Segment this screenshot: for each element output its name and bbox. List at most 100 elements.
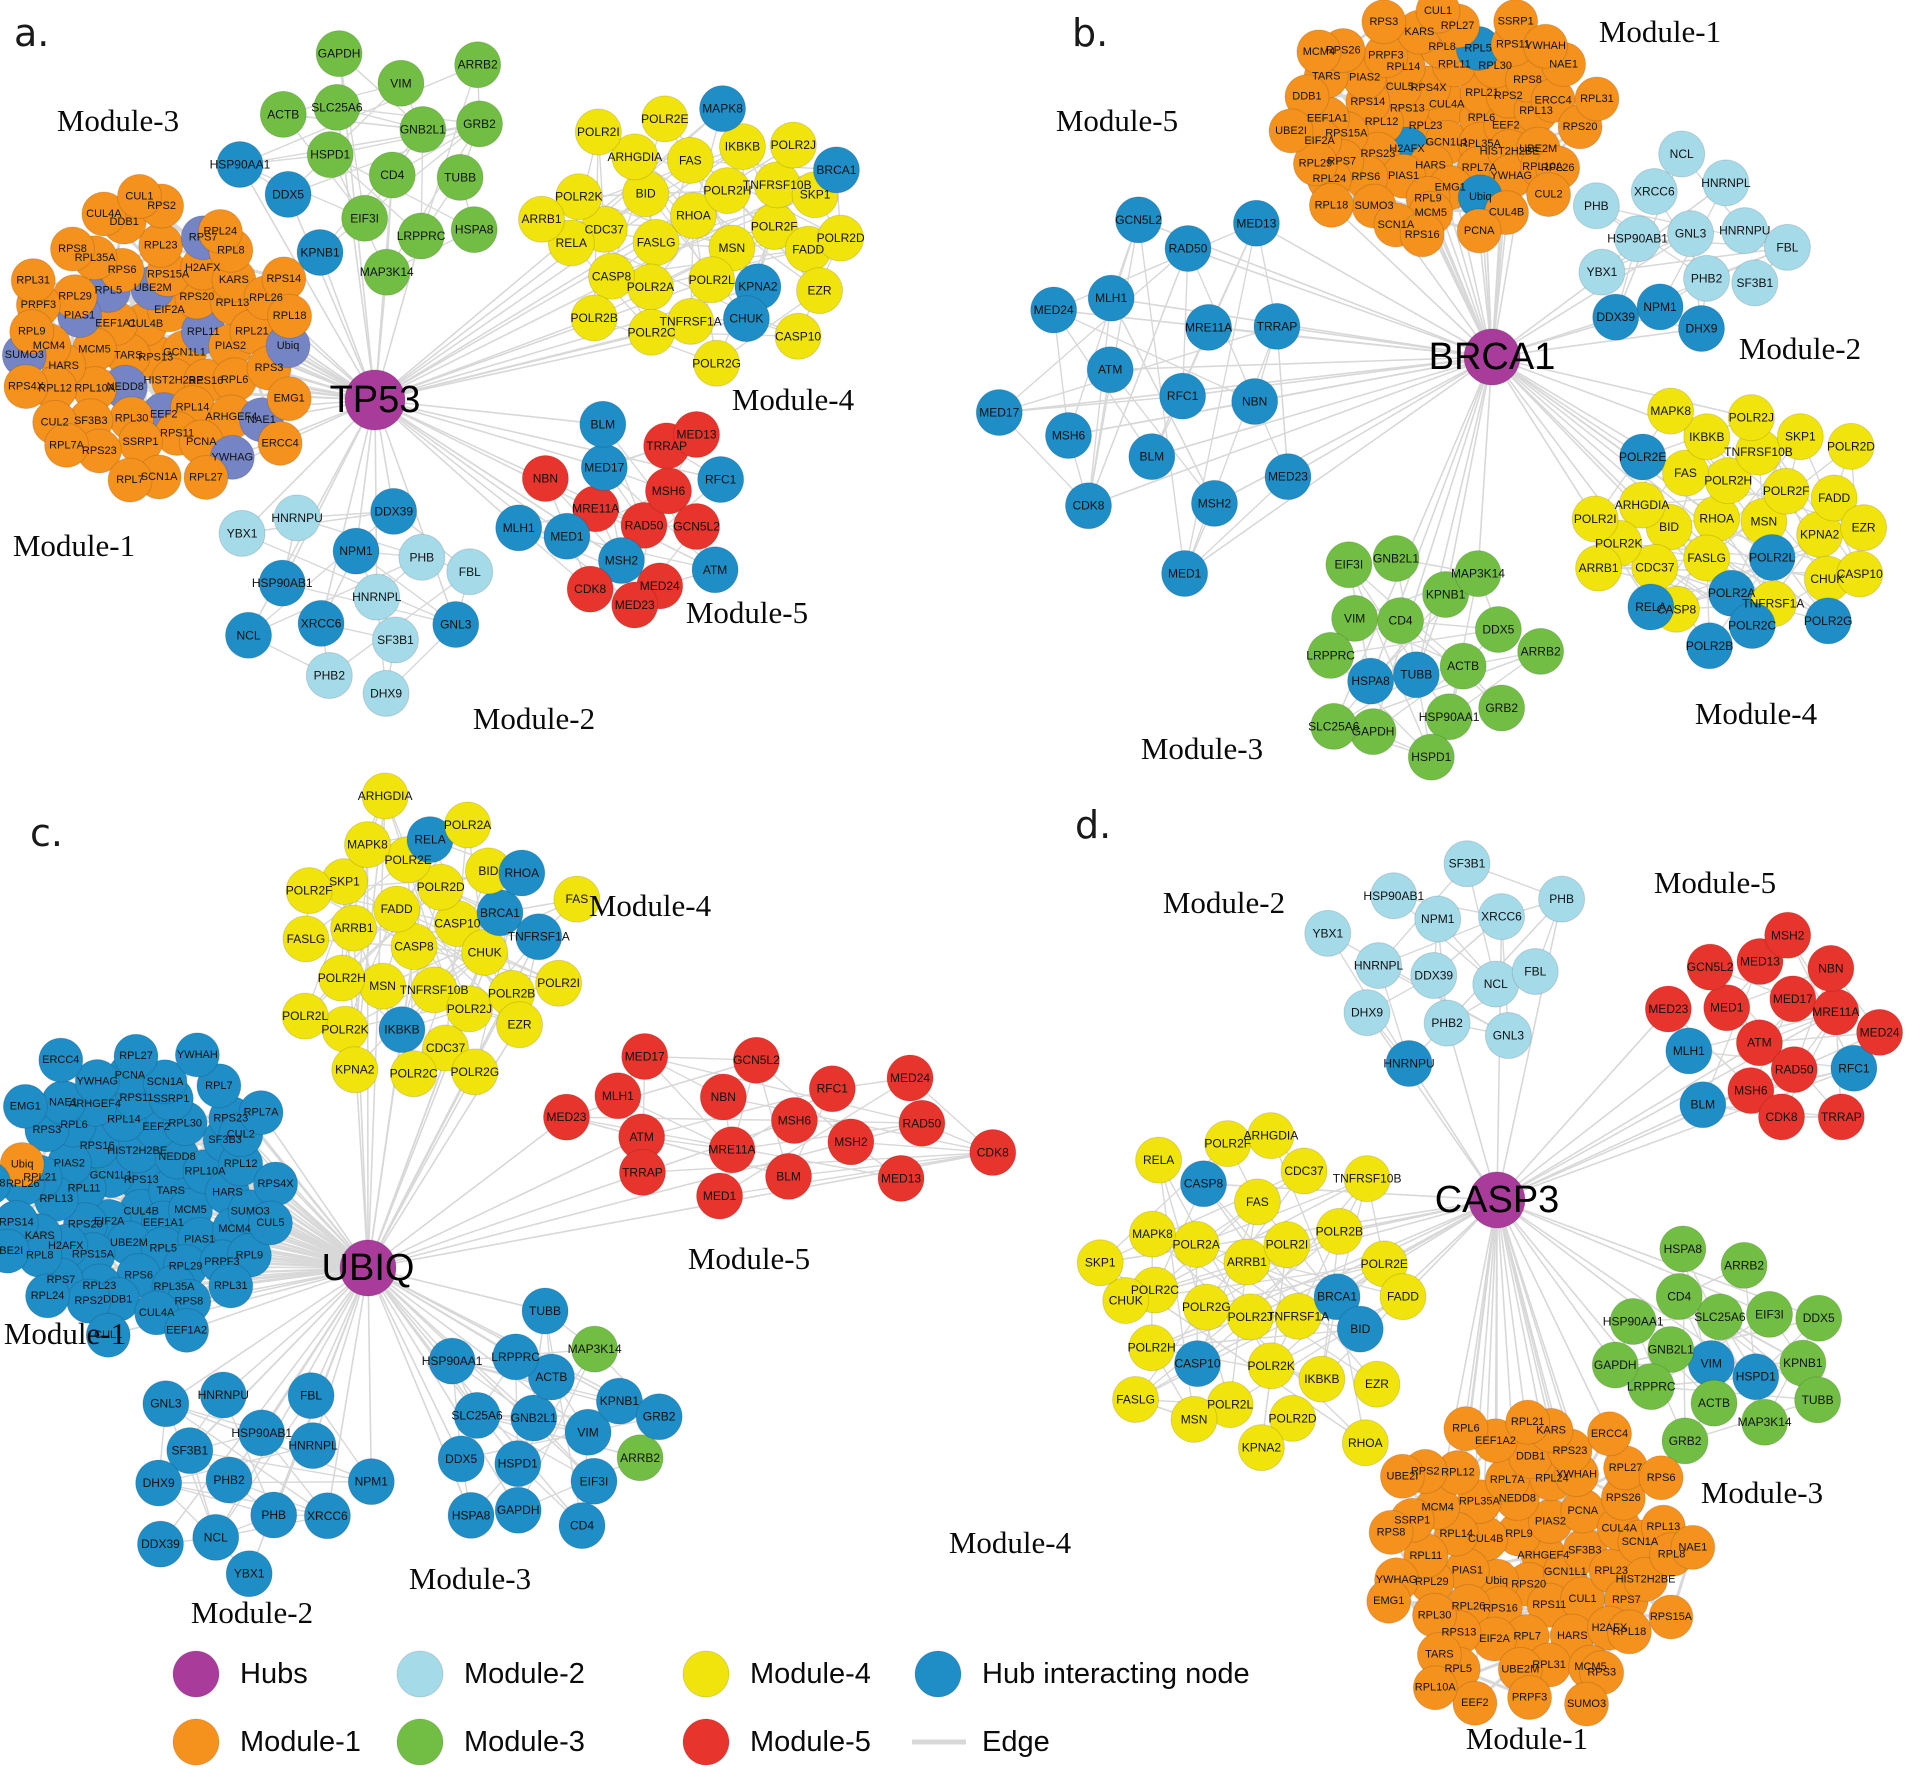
legend-label-module-3: Module-3 xyxy=(464,1726,585,1758)
node-label-MED17: MED17 xyxy=(979,406,1019,420)
node-label-RFC1: RFC1 xyxy=(817,1082,849,1096)
node-label-POLR2K: POLR2K xyxy=(555,190,602,204)
hub-edge xyxy=(1088,356,1493,507)
node-MAPK8 xyxy=(343,821,391,869)
node-MAPK8 xyxy=(1647,387,1695,435)
edge xyxy=(1276,326,1289,477)
node-label-EIF2A: EIF2A xyxy=(1479,1633,1510,1645)
node-MED13 xyxy=(673,411,721,459)
node-DHX9 xyxy=(362,669,410,717)
node-label-DDB1: DDB1 xyxy=(1292,91,1321,103)
node-label-RPL9: RPL9 xyxy=(18,326,46,338)
node-label-DDX39: DDX39 xyxy=(374,504,413,518)
node-VIM xyxy=(564,1408,612,1456)
node-label-ARHGEF4: ARHGEF4 xyxy=(1517,1550,1569,1562)
node-label-ERCC4: ERCC4 xyxy=(42,1054,79,1066)
node-YWHAH xyxy=(174,1032,220,1078)
hub-edge xyxy=(1125,1199,1498,1302)
edge xyxy=(1183,326,1278,574)
node-NBN xyxy=(699,1073,747,1121)
node-label-SSRP1: SSRP1 xyxy=(122,436,158,448)
node-label-RPL9: RPL9 xyxy=(1414,192,1442,204)
node-label-RPS2: RPS2 xyxy=(1494,90,1523,102)
node-ARRB2 xyxy=(1720,1241,1768,1289)
node-KPNB1 xyxy=(296,228,344,276)
node-label-SUMO3: SUMO3 xyxy=(1567,1698,1606,1710)
node-label-POLR2A: POLR2A xyxy=(627,280,674,294)
node-FAS xyxy=(1662,449,1710,497)
node-label-CUL4A: CUL4A xyxy=(1429,99,1465,111)
node-label-KARS: KARS xyxy=(1404,26,1434,38)
node-GRB2 xyxy=(1478,684,1526,732)
node-SF3B1 xyxy=(371,616,419,664)
node-label-RPL13: RPL13 xyxy=(216,297,250,309)
node-RAD50 xyxy=(620,501,668,549)
hub-edge xyxy=(374,331,652,401)
node-label-RPL14: RPL14 xyxy=(176,402,210,414)
node-FAS xyxy=(553,875,601,923)
node-label-MLH1: MLH1 xyxy=(503,521,535,535)
node-label-UBE2I: UBE2I xyxy=(1387,1470,1419,1482)
node-label-RPL9: RPL9 xyxy=(1505,1528,1533,1540)
edge xyxy=(215,1395,312,1538)
node-RFC1 xyxy=(808,1065,856,1113)
node-label-BID: BID xyxy=(636,187,656,201)
node-label-ARRB2: ARRB2 xyxy=(1521,644,1561,658)
node-label-ARRB2: ARRB2 xyxy=(458,58,498,72)
node-label-EEF2: EEF2 xyxy=(1461,1697,1489,1709)
node-label-UBE2M: UBE2M xyxy=(1519,143,1557,155)
node-label-RPL9: RPL9 xyxy=(236,1249,264,1261)
node-label-PIAS1: PIAS1 xyxy=(184,1234,215,1246)
node-label-MAPK8: MAPK8 xyxy=(1650,404,1691,418)
node-label-RPS6: RPS6 xyxy=(1647,1472,1676,1484)
node-label-CUL4B: CUL4B xyxy=(128,318,163,330)
node-POLR2G xyxy=(693,339,741,387)
node-RPS3 xyxy=(1361,0,1407,45)
node-RPL18 xyxy=(1308,182,1354,228)
node-SF3B1 xyxy=(1731,259,1779,307)
labels: DDX39 NPM1 NCL HNRNPL XRCC6 PHB2 HSP90AB1 FBL DH… xyxy=(949,803,1900,1756)
hub-edge xyxy=(1477,356,1493,574)
node-DDX5 xyxy=(1474,605,1522,653)
node-BLM xyxy=(1128,433,1176,481)
node-CASP8 xyxy=(588,252,636,300)
node-label-YWHAG: YWHAG xyxy=(76,1076,118,1088)
node-MSH6 xyxy=(1044,411,1092,459)
node-label-GNL3: GNL3 xyxy=(1675,227,1707,241)
node-label-RPS16: RPS16 xyxy=(1405,229,1440,241)
node-VIM xyxy=(1331,594,1379,642)
node-label-EEF2: EEF2 xyxy=(142,1121,170,1133)
node-HSPA8 xyxy=(1347,657,1395,705)
node-label-POLR2L: POLR2L xyxy=(282,1009,328,1023)
edge xyxy=(566,1059,757,1118)
node-CDK8 xyxy=(1758,1093,1806,1141)
node-LRPPRC xyxy=(1627,1363,1675,1411)
hub-node-BRCA1 xyxy=(1463,328,1521,386)
node-label-POLR2D: POLR2D xyxy=(1827,439,1875,453)
node-label-RHOA: RHOA xyxy=(504,866,539,880)
node-label-SLC25A6: SLC25A6 xyxy=(311,100,363,114)
node-POLR2I xyxy=(1571,495,1619,543)
node-label-POLR2A: POLR2A xyxy=(1708,586,1755,600)
node-label-MED1: MED1 xyxy=(550,529,584,543)
node-label-BID: BID xyxy=(478,864,498,878)
node-label-KPNB1: KPNB1 xyxy=(300,245,340,259)
node-SKP1 xyxy=(1776,413,1824,461)
node-label-SF3B3: SF3B3 xyxy=(208,1134,242,1146)
node-label-TARS: TARS xyxy=(1312,70,1341,82)
node-label-PHB: PHB xyxy=(1584,199,1609,213)
node-label-GNB2L1: GNB2L1 xyxy=(1373,551,1419,565)
node-EMG1 xyxy=(266,376,312,422)
legend-label-edge: Edge xyxy=(982,1726,1050,1758)
node-RHOA xyxy=(1341,1419,1389,1467)
node-label-H2AFX: H2AFX xyxy=(1389,143,1425,155)
node-RPL7 xyxy=(107,457,153,503)
node-label-POLR2B: POLR2B xyxy=(1316,1224,1363,1238)
node-label-NEDD8: NEDD8 xyxy=(107,381,144,393)
edge xyxy=(1154,1178,1368,1291)
node-CDK8 xyxy=(969,1128,1017,1176)
node-label-RPS20: RPS20 xyxy=(179,291,214,303)
node-label-RPS15A: RPS15A xyxy=(1325,128,1368,140)
node-MED1 xyxy=(543,512,591,560)
node-label-PIAS1: PIAS1 xyxy=(1452,1565,1483,1577)
